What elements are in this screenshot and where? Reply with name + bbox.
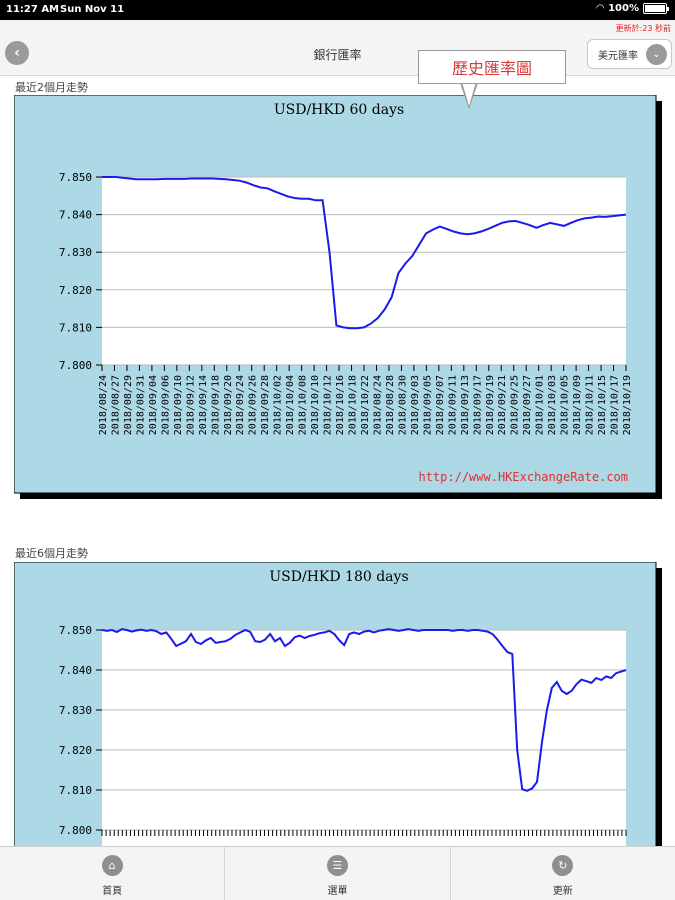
x-tick-label: 2018/10/01 (535, 375, 546, 435)
x-tick-label: 2018/10/09 (572, 375, 583, 435)
x-tick-label: 2018/08/28 (385, 375, 396, 435)
x-tick-label: 2018/08/24 (98, 375, 109, 435)
status-right: ◠ 100% (596, 3, 669, 14)
y-tick-label: 7.830 (59, 704, 92, 717)
wifi-icon: ◠ (596, 3, 605, 14)
x-tick-label: 2018/09/25 (510, 375, 521, 435)
x-tick-label: 2018/09/18 (210, 375, 221, 435)
y-tick-label: 7.840 (59, 664, 92, 677)
section-label-6-months: 最近6個月走勢 (15, 547, 88, 560)
tab-home[interactable]: ⌂ 首頁 (0, 847, 226, 900)
page-title: 銀行匯率 (313, 48, 362, 62)
refresh-icon: ↻ (552, 855, 574, 876)
x-tick-label: 2018/10/08 (298, 375, 309, 435)
callout-tail-inner (462, 82, 476, 106)
x-tick-label: 2018/09/12 (185, 375, 196, 435)
y-tick-label: 7.830 (59, 246, 92, 259)
update-notice: 更新於:23 秒前 (615, 24, 671, 33)
x-tick-label: 2018/10/10 (310, 375, 321, 435)
y-tick-label: 7.820 (59, 744, 92, 757)
battery-icon (643, 3, 669, 14)
x-tick-label: 2018/10/05 (560, 375, 571, 435)
chart-title: USD/HKD 60 days (274, 102, 404, 118)
x-tick-label: 2018/09/20 (223, 375, 234, 435)
x-tick-label: 2018/10/19 (622, 375, 633, 435)
x-tick-label: 2018/08/29 (123, 375, 134, 435)
currency-select-label: 美元匯率 (598, 50, 638, 62)
x-tick-label: 2018/09/21 (497, 375, 508, 435)
x-tick-label: 2018/09/14 (198, 375, 209, 435)
series-line (102, 176, 627, 330)
y-tick-label: 7.850 (59, 171, 92, 184)
x-tick-label: 2018/09/06 (160, 375, 171, 435)
y-tick-label: 7.800 (59, 824, 92, 837)
x-tick-label: 2018/10/17 (610, 375, 621, 435)
series-line (101, 628, 627, 792)
x-tick-label: 2018/09/24 (235, 375, 246, 435)
x-tick-label: 2018/09/19 (485, 375, 496, 435)
x-tick-label: 2018/09/05 (422, 375, 433, 435)
x-tick-label: 2018/10/16 (335, 375, 346, 435)
arrow-left-icon: ‹ (14, 45, 20, 61)
x-tick-label: 2018/10/11 (585, 375, 596, 435)
tab-refresh-label: 更新 (552, 886, 573, 897)
x-tick-label: 2018/10/15 (597, 375, 608, 435)
tab-bar: ⌂ 首頁 ☰ 選單 ↻ 更新 (0, 846, 675, 900)
y-tick-label: 7.800 (59, 359, 92, 372)
x-tick-label: 2018/08/30 (397, 375, 408, 435)
x-tick-label: 2018/10/22 (360, 375, 371, 435)
section-label-2-months: 最近2個月走勢 (15, 81, 88, 94)
x-tick-label: 2018/09/04 (148, 375, 159, 435)
x-tick-label: 2018/10/03 (547, 375, 558, 435)
y-tick-label: 7.850 (59, 624, 92, 637)
x-tick-label: 2018/09/17 (472, 375, 483, 435)
back-button[interactable]: ‹ (5, 41, 29, 65)
tab-refresh[interactable]: ↻ 更新 (451, 847, 675, 900)
x-tick-label: 2018/09/10 (173, 375, 184, 435)
x-tick-label: 2018/09/26 (248, 375, 259, 435)
x-tick-label: 2018/09/28 (260, 375, 271, 435)
nav-bar: ‹ 銀行匯率 更新於:23 秒前 美元匯率 ⌄ (0, 20, 675, 76)
chart-180-days-svg: USD/HKD 180 days 7.850 7.840 7.830 7.820 7.8… (14, 562, 662, 852)
plot-area (102, 177, 626, 365)
x-tick-label: 2018/10/18 (348, 375, 359, 435)
chevron-down-icon: ⌄ (646, 44, 667, 65)
tab-menu-label: 選單 (327, 886, 348, 897)
x-tick-label: 2018/08/31 (135, 375, 146, 435)
chart-title: USD/HKD 180 days (269, 569, 408, 585)
y-tick-label: 7.810 (59, 784, 92, 797)
x-tick-label: 2018/09/07 (435, 375, 446, 435)
tab-menu[interactable]: ☰ 選單 (225, 847, 451, 900)
x-tick-label: 2018/10/02 (273, 375, 284, 435)
x-tick-label: 2018/10/12 (323, 375, 334, 435)
y-tick-label: 7.810 (59, 321, 92, 334)
source-url[interactable]: http://www.HKExchangeRate.com (418, 470, 628, 484)
menu-icon: ☰ (326, 855, 348, 876)
status-date: Sun Nov 11 (60, 4, 125, 15)
chart-60-days: USD/HKD 60 days 7.850 7.840 7.830 7.820 7.81… (14, 95, 662, 500)
x-tick-label: 2018/09/03 (410, 375, 421, 435)
x-tick-label: 2018/09/27 (522, 375, 533, 435)
home-icon: ⌂ (101, 855, 123, 876)
y-tick-label: 7.840 (59, 209, 92, 222)
plot-area (102, 630, 626, 852)
x-tick-label: 2018/09/13 (460, 375, 471, 435)
chart-60-days-svg: USD/HKD 60 days 7.850 7.840 7.830 7.820 7.81… (14, 95, 662, 499)
battery-percent: 100% (608, 3, 639, 14)
tab-home-label: 首頁 (102, 886, 123, 897)
x-tick-label: 2018/08/24 (372, 375, 383, 435)
chart-180-days: USD/HKD 180 days 7.850 7.840 7.830 7.820 7.8… (14, 562, 662, 852)
x-tick-label: 2018/08/27 (110, 375, 121, 435)
status-bar: 11:27 AM Sun Nov 11 ◠ 100% (0, 0, 675, 20)
status-time: 11:27 AM (6, 4, 60, 15)
y-tick-label: 7.820 (59, 284, 92, 297)
x-tick-label: 2018/10/04 (285, 375, 296, 435)
currency-select-button[interactable]: 美元匯率 ⌄ (587, 39, 672, 69)
x-tick-label: 2018/09/11 (447, 375, 458, 435)
history-chart-callout: 歷史匯率圖 (418, 50, 566, 84)
